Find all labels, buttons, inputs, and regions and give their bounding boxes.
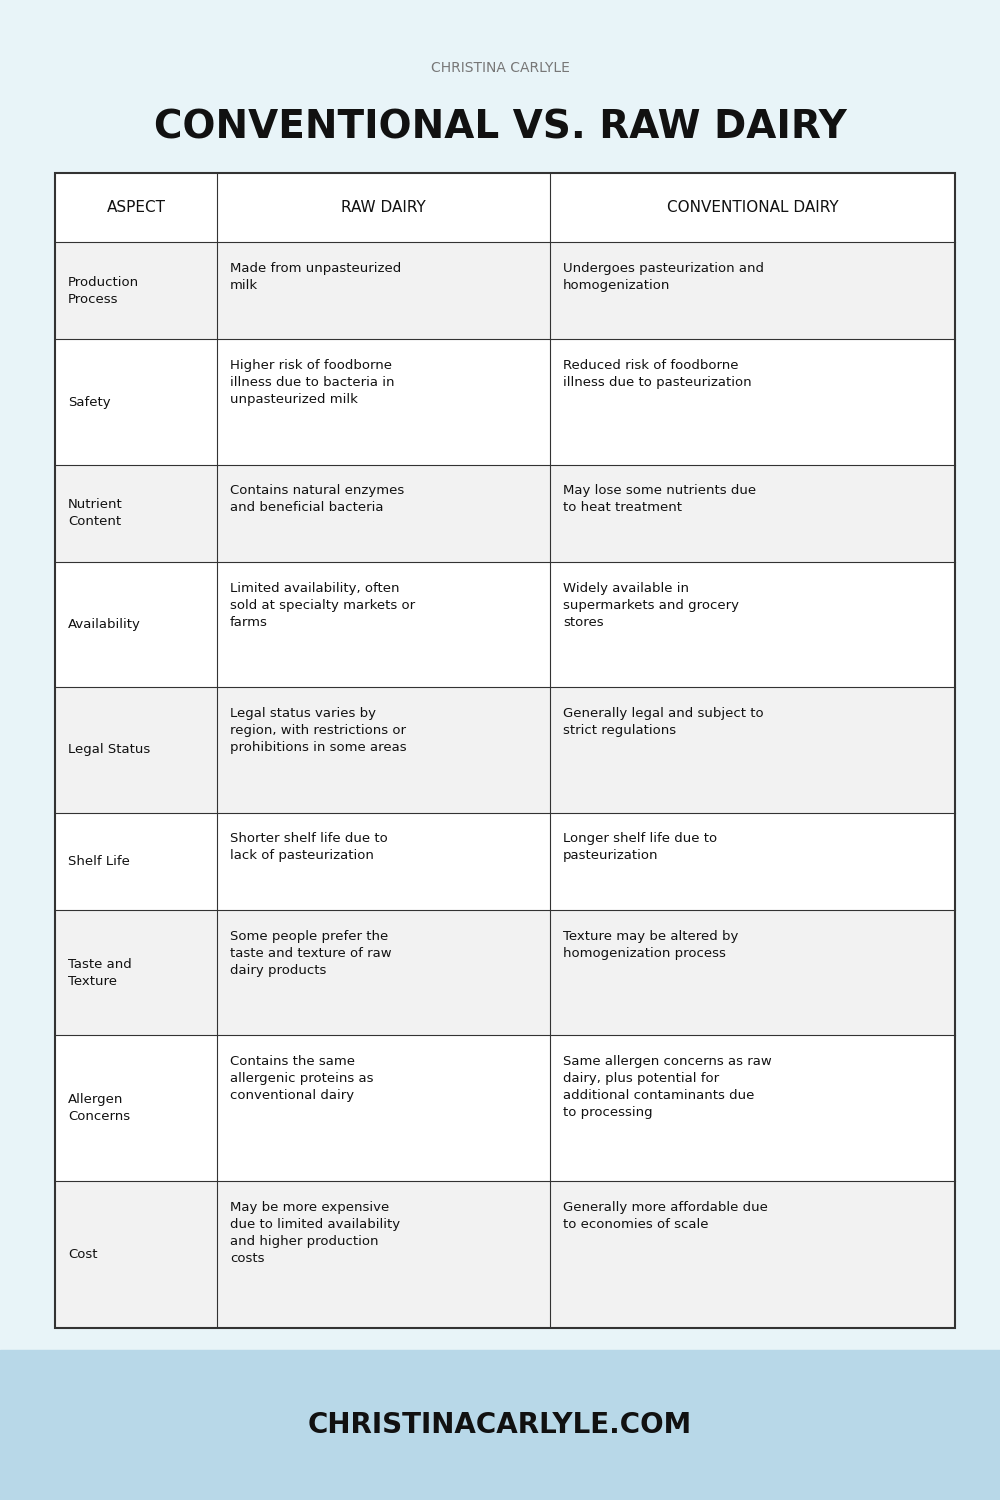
Text: CONVENTIONAL VS. RAW DAIRY: CONVENTIONAL VS. RAW DAIRY [154,108,846,147]
Text: Contains natural enzymes
and beneficial bacteria: Contains natural enzymes and beneficial … [230,484,404,514]
Bar [55,1035,955,1182]
Text: Shelf Life: Shelf Life [68,855,130,868]
Text: Production
Process: Production Process [68,276,139,306]
Text: Higher risk of foodborne
illness due to bacteria in
unpasteurized milk: Higher risk of foodborne illness due to … [230,358,394,407]
Text: Legal status varies by
region, with restrictions or
prohibitions in some areas: Legal status varies by region, with rest… [230,706,407,754]
Text: Limited availability, often
sold at specialty markets or
farms: Limited availability, often sold at spec… [230,582,415,628]
Text: Shorter shelf life due to
lack of pasteurization: Shorter shelf life due to lack of pasteu… [230,833,388,862]
Bar [55,172,955,1328]
Text: Cost: Cost [68,1248,98,1262]
Text: CHRISTINA CARLYLE: CHRISTINA CARLYLE [431,60,569,75]
Text: Made from unpasteurized
milk: Made from unpasteurized milk [230,261,401,291]
Text: Nutrient
Content: Nutrient Content [68,498,123,528]
Text: May be more expensive
due to limited availability
and higher production
costs: May be more expensive due to limited ava… [230,1202,400,1264]
Text: CHRISTINACARLYLE.COM: CHRISTINACARLYLE.COM [308,1412,692,1438]
Text: Generally legal and subject to
strict regulations: Generally legal and subject to strict re… [563,706,764,736]
Text: Undergoes pasteurization and
homogenization: Undergoes pasteurization and homogenizat… [563,261,764,291]
Bar [55,687,955,813]
Bar [55,562,955,687]
Text: Generally more affordable due
to economies of scale: Generally more affordable due to economi… [563,1202,768,1231]
Text: CONVENTIONAL DAIRY: CONVENTIONAL DAIRY [667,200,838,214]
Text: Reduced risk of foodborne
illness due to pasteurization: Reduced risk of foodborne illness due to… [563,358,752,388]
Text: Legal Status: Legal Status [68,744,150,756]
Text: Safety: Safety [68,396,111,408]
Bar [55,242,955,339]
Text: Longer shelf life due to
pasteurization: Longer shelf life due to pasteurization [563,833,717,862]
Text: May lose some nutrients due
to heat treatment: May lose some nutrients due to heat trea… [563,484,756,514]
Bar [55,465,955,562]
Bar [55,813,955,910]
Bar [55,1182,955,1328]
Bar [55,172,955,242]
Text: Taste and
Texture: Taste and Texture [68,957,132,987]
Text: Widely available in
supermarkets and grocery
stores: Widely available in supermarkets and gro… [563,582,739,628]
Text: Allergen
Concerns: Allergen Concerns [68,1094,130,1124]
Bar [55,910,955,1035]
Text: Contains the same
allergenic proteins as
conventional dairy: Contains the same allergenic proteins as… [230,1054,374,1102]
Text: Same allergen concerns as raw
dairy, plus potential for
additional contaminants : Same allergen concerns as raw dairy, plu… [563,1054,772,1119]
Text: Texture may be altered by
homogenization process: Texture may be altered by homogenization… [563,930,738,960]
Text: Availability: Availability [68,618,141,632]
Bar [55,339,955,465]
Text: RAW DAIRY: RAW DAIRY [341,200,426,214]
Text: ASPECT: ASPECT [106,200,165,214]
Bar [0,1350,1000,1500]
Text: Some people prefer the
taste and texture of raw
dairy products: Some people prefer the taste and texture… [230,930,392,976]
